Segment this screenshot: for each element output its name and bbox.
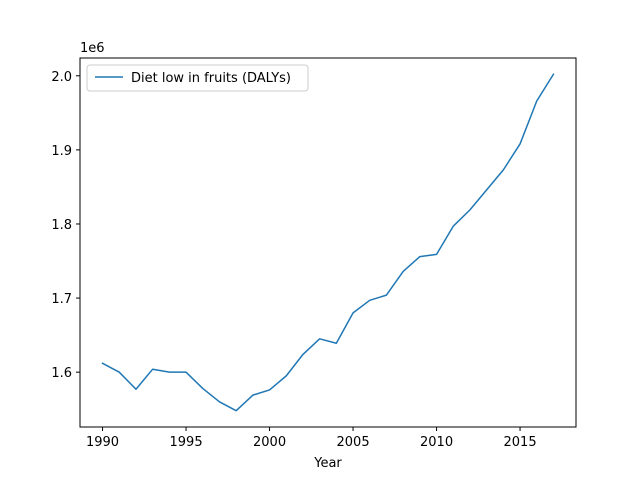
plot-area	[101, 73, 555, 412]
x-tick-label: 2005	[337, 435, 370, 450]
y-tick-label: 1.9	[51, 144, 72, 159]
series-line	[101, 73, 555, 412]
legend-entry-label: Diet low in fruits (DALYs)	[131, 71, 291, 86]
x-tick-label: 1990	[86, 435, 119, 450]
y-tick-label: 1.6	[51, 366, 72, 381]
legend-box	[86, 64, 309, 92]
y-tick-label: 1.7	[51, 292, 72, 307]
y-tick-label: 2.0	[51, 70, 72, 85]
y-axis-offset-label: 1e6	[80, 41, 105, 56]
x-tick-label: 2015	[504, 435, 537, 450]
x-axis: 1990 1995 2000 2005 2010 2015	[86, 427, 537, 450]
x-tick-label: 2000	[253, 435, 286, 450]
legend: Diet low in fruits (DALYs)	[86, 64, 309, 92]
x-tick-label: 1995	[170, 435, 203, 450]
x-axis-label: Year	[313, 456, 342, 471]
x-tick-label: 2010	[420, 435, 453, 450]
y-tick-label: 1.8	[51, 218, 72, 233]
y-axis: 1.6 1.7 1.8 1.9 2.0	[51, 70, 80, 381]
axes-frame	[79, 57, 577, 428]
